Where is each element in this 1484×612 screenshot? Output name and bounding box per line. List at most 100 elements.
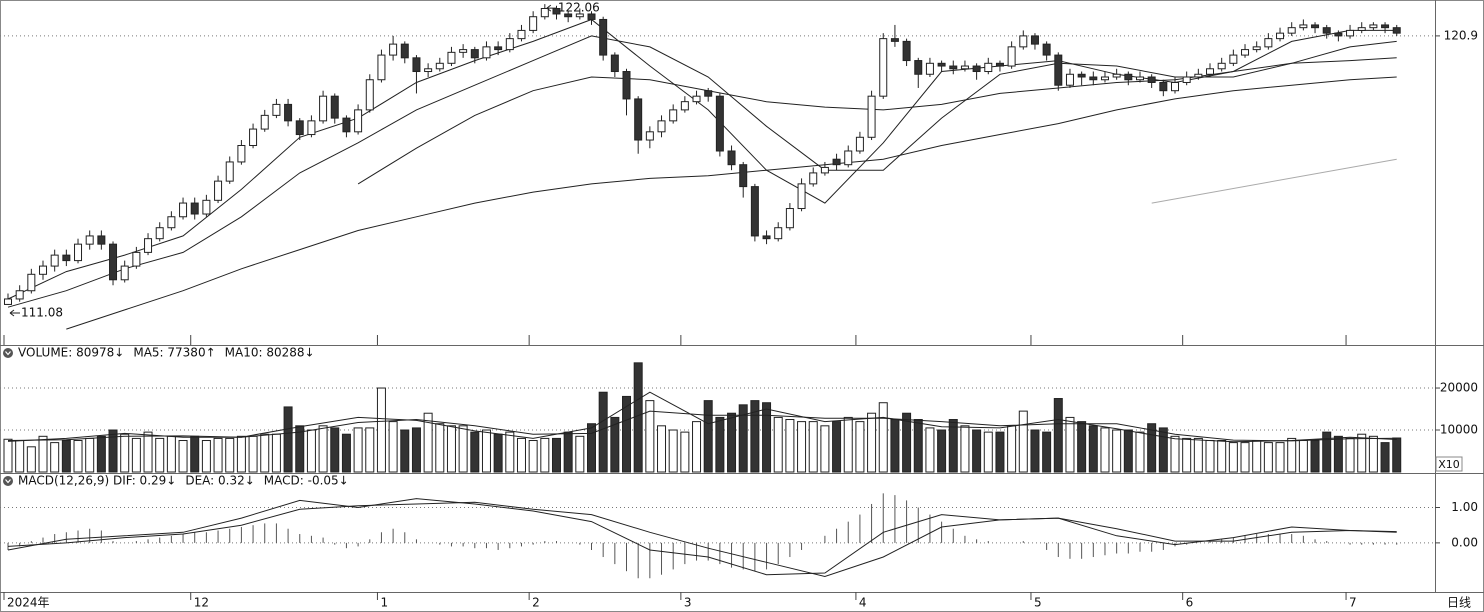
line-series: [7, 498, 1397, 576]
volume-bar: [540, 437, 550, 473]
candle-body: [715, 95, 724, 152]
candle-body: [1171, 81, 1179, 92]
volume-bar: [481, 429, 491, 473]
line-series: [7, 18, 1397, 300]
candle-body: [1042, 43, 1051, 56]
volume-bar: [96, 435, 106, 473]
candle-body: [435, 62, 444, 70]
volume-bar: [680, 431, 690, 473]
candle-body: [50, 254, 59, 267]
volume-bar: [750, 400, 760, 473]
volume-bar: [832, 421, 842, 473]
candle-body: [365, 79, 374, 111]
candle-body: [1159, 81, 1168, 92]
candle-body: [1135, 76, 1144, 81]
volume-bar: [1252, 440, 1262, 473]
candle-body: [15, 290, 24, 300]
legend-entry: DEA: 0.32↓: [185, 474, 254, 488]
candle-body: [890, 38, 899, 42]
y-tick-label: 20000: [1440, 381, 1478, 395]
volume-bar: [727, 412, 737, 473]
candle-body: [1392, 27, 1401, 34]
candle-body: [704, 90, 713, 97]
volume-bar: [843, 416, 853, 473]
candle-body: [517, 29, 526, 40]
candle-body: [505, 38, 514, 51]
x-tick-label: 2024年: [7, 596, 50, 610]
volume-collapse-icon[interactable]: [3, 348, 13, 358]
line-series: [66, 76, 1397, 330]
volume-bar: [50, 442, 60, 473]
volume-bar: [330, 427, 340, 473]
volume-bar: [1240, 442, 1250, 473]
volume-bar: [61, 440, 71, 473]
volume-bar: [143, 431, 153, 473]
volume-bar: [563, 431, 573, 473]
volume-bar: [1088, 425, 1098, 473]
candle-body: [774, 227, 783, 240]
volume-bar: [411, 427, 421, 473]
volume-bar: [1368, 435, 1378, 473]
candle-body: [960, 65, 969, 70]
period-label[interactable]: 日线: [1447, 596, 1471, 610]
volume-bar: [703, 400, 713, 473]
volume-bar: [1053, 398, 1063, 473]
y-tick-label: 120.9: [1444, 28, 1478, 42]
candle-body: [809, 172, 818, 185]
candle-body: [1252, 46, 1261, 51]
macd-collapse-icon[interactable]: [3, 476, 13, 486]
volume-bar: [1380, 442, 1390, 473]
volume-bar: [657, 425, 667, 473]
candle-body: [155, 227, 164, 240]
volume-bar: [131, 437, 141, 473]
candle-body: [1065, 73, 1074, 86]
volume-bar: [948, 419, 958, 473]
candle-body: [85, 235, 94, 245]
volume-bar: [1357, 433, 1367, 473]
candle-body: [260, 114, 269, 130]
candle-body: [739, 164, 748, 188]
volume-bar: [937, 429, 947, 473]
volume-bar: [960, 425, 970, 473]
volume-bar: [1287, 437, 1297, 473]
candle-body: [1019, 35, 1028, 48]
volume-bar: [528, 440, 538, 473]
candle-body: [272, 103, 281, 116]
candle-body: [797, 183, 806, 210]
candle-body: [225, 161, 234, 182]
candle-body: [657, 120, 666, 133]
candle-body: [540, 7, 549, 18]
candle-body: [167, 216, 176, 229]
volume-bar: [271, 433, 281, 473]
candle-body: [424, 68, 433, 73]
line-series: [357, 57, 1397, 185]
candle-body: [622, 71, 631, 100]
x-tick-label: 5: [1034, 596, 1042, 610]
volume-bar: [306, 429, 316, 473]
annotation-label: 111.08: [21, 305, 63, 319]
candle-body: [459, 49, 468, 53]
annotation-arrow: [546, 4, 557, 12]
candle-body: [750, 186, 759, 237]
volume-bar: [225, 437, 235, 473]
volume-bar: [1322, 431, 1332, 473]
volume-bar: [1158, 427, 1168, 473]
candle-body: [470, 49, 479, 59]
volume-bar: [260, 433, 270, 473]
candle-body: [62, 254, 71, 262]
volume-bar: [248, 435, 258, 473]
volume-bar: [120, 433, 130, 473]
candle-body: [1357, 27, 1366, 31]
volume-bar: [692, 421, 702, 473]
candle-body: [295, 120, 304, 136]
volume-bar: [1263, 442, 1273, 473]
volume-bar: [155, 437, 165, 473]
volume-bar: [295, 425, 305, 473]
candle-body: [984, 62, 993, 73]
volume-bar: [855, 421, 865, 473]
candle-body: [144, 238, 153, 253]
volume-bar: [738, 404, 748, 473]
candle-body: [1182, 76, 1191, 83]
volume-bar: [1112, 429, 1122, 473]
candle-body: [1287, 27, 1296, 34]
